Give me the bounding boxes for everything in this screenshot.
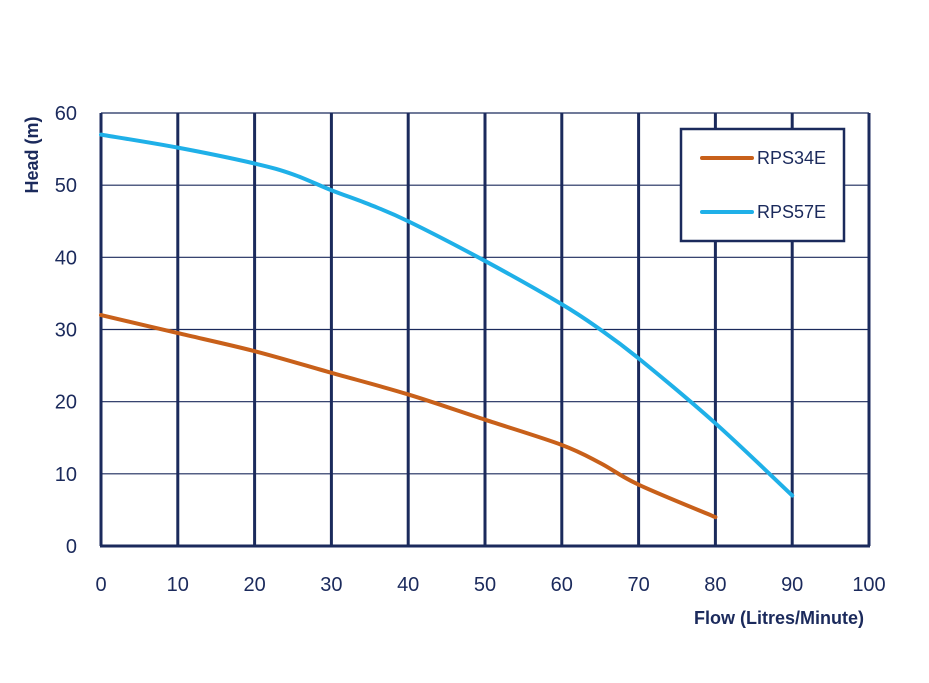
y-tick-label: 40 [55,247,77,269]
legend: RPS34E RPS57E [679,127,846,243]
x-tick-label: 80 [704,574,726,596]
series-line-rps57e [99,132,795,498]
x-tick-label: 0 [95,574,106,596]
x-tick-label: 50 [474,574,496,596]
y-tick-label: 60 [55,103,77,125]
y-tick-label: 10 [55,464,77,486]
grid [99,112,871,546]
y-tick-label: 30 [55,320,77,342]
x-tick-label: 100 [852,574,885,596]
x-tick-label: 20 [243,574,265,596]
x-axis-title: Flow (Litres/Minute) [694,608,864,628]
x-tick-label: 30 [320,574,342,596]
legend-label-rps57e: RPS57E [757,202,826,222]
tick-labels: 0 10 20 30 40 50 60 70 80 90 100 0 10 20 30 40 50 60 [55,103,886,596]
y-tick-label: 20 [55,392,77,414]
y-axis-title: Head (m) [22,116,42,193]
series-lines [99,132,795,520]
series-line-rps34e [99,313,718,520]
x-tick-label: 90 [781,574,803,596]
y-tick-label: 50 [55,175,77,197]
x-tick-label: 60 [551,574,573,596]
x-tick-label: 70 [627,574,649,596]
legend-label-rps34e: RPS34E [757,148,826,168]
legend-box [679,127,846,243]
x-tick-label: 40 [397,574,419,596]
x-tick-label: 10 [167,574,189,596]
y-tick-label: 0 [66,536,77,558]
